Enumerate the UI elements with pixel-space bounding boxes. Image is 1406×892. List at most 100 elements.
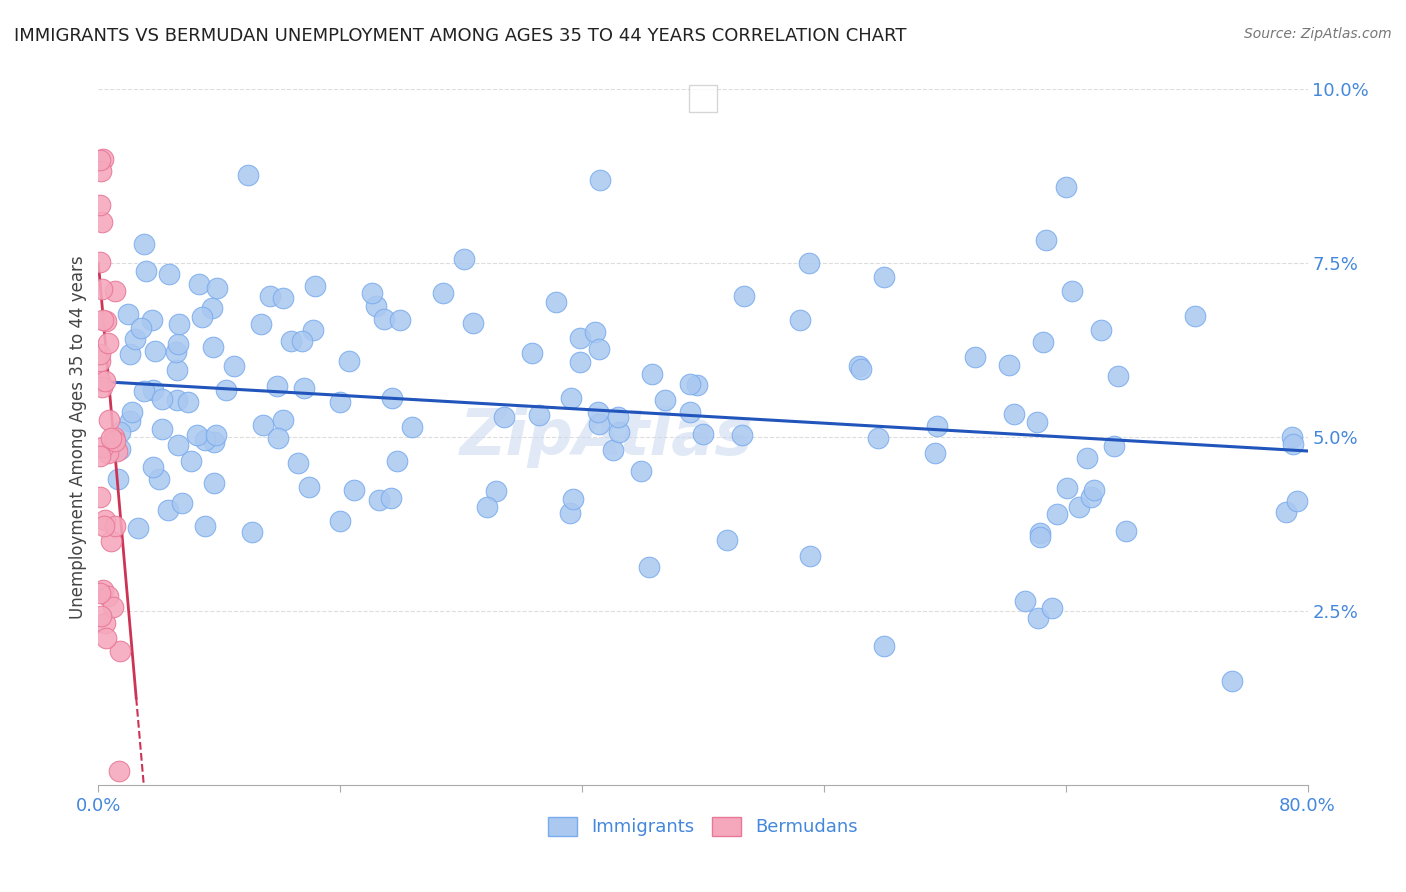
Point <box>963 350 986 364</box>
Point <box>94 513 117 527</box>
Point <box>485 483 508 498</box>
Point <box>583 325 606 339</box>
Point <box>170 496 193 510</box>
Point <box>202 434 225 449</box>
Point <box>188 277 211 292</box>
Point <box>202 340 225 354</box>
Point <box>1029 530 1052 544</box>
Point <box>156 503 179 517</box>
Point <box>89 491 111 505</box>
Point <box>103 599 125 614</box>
Point <box>1282 436 1305 450</box>
Point <box>200 301 222 316</box>
Point <box>93 615 115 630</box>
Point <box>630 464 652 478</box>
Point <box>380 491 402 505</box>
Point <box>924 446 946 460</box>
Point <box>204 428 226 442</box>
Point <box>191 310 214 324</box>
Legend: Immigrants, Bermudans: Immigrants, Bermudans <box>538 808 868 846</box>
Point <box>1040 600 1063 615</box>
Point <box>1067 500 1090 514</box>
Point <box>150 392 173 406</box>
Point <box>107 472 129 486</box>
Point <box>1083 483 1105 497</box>
Point <box>93 519 115 533</box>
Point <box>97 335 120 350</box>
Point <box>1275 505 1298 519</box>
Point <box>1076 450 1098 465</box>
Point <box>287 456 309 470</box>
Point <box>304 279 326 293</box>
Point <box>925 419 948 434</box>
Point <box>166 392 188 407</box>
Point <box>142 459 165 474</box>
Point <box>127 521 149 535</box>
Point <box>202 475 225 490</box>
Point <box>588 404 610 418</box>
Point <box>89 347 111 361</box>
Point <box>544 294 567 309</box>
Point <box>569 355 592 369</box>
Point <box>364 299 387 313</box>
Point <box>848 359 870 373</box>
Point <box>873 270 896 285</box>
Point <box>121 405 143 419</box>
Point <box>110 425 132 439</box>
Point <box>250 317 273 331</box>
Point <box>337 354 360 368</box>
Point <box>1102 439 1125 453</box>
Point <box>252 417 274 432</box>
Point <box>167 438 190 452</box>
Point <box>118 414 141 428</box>
Point <box>475 500 498 514</box>
Point <box>91 313 114 327</box>
Point <box>731 427 754 442</box>
Point <box>141 313 163 327</box>
Point <box>1285 494 1308 508</box>
Point <box>1056 481 1078 495</box>
Point <box>368 492 391 507</box>
Point <box>1090 323 1112 337</box>
Point <box>733 289 755 303</box>
Point <box>104 434 127 448</box>
Point <box>105 444 128 458</box>
Point <box>797 256 820 270</box>
Point <box>134 384 156 399</box>
Point <box>148 472 170 486</box>
Point <box>789 313 811 327</box>
Point <box>110 643 132 657</box>
Point <box>866 431 889 445</box>
Point <box>589 173 612 187</box>
Point <box>89 374 111 388</box>
Point <box>588 417 610 431</box>
Point <box>1046 507 1069 521</box>
Point <box>100 431 122 445</box>
Point <box>997 358 1019 372</box>
Point <box>89 354 111 368</box>
Point <box>91 282 114 296</box>
Text: ZipAtlas: ZipAtlas <box>460 406 754 468</box>
Point <box>527 409 550 423</box>
Point <box>298 480 321 494</box>
Point <box>385 454 408 468</box>
Point <box>1002 407 1025 421</box>
Point <box>558 506 581 520</box>
Point <box>522 346 544 360</box>
Point <box>150 422 173 436</box>
Point <box>117 307 139 321</box>
Point <box>1115 524 1137 539</box>
Point <box>607 425 630 439</box>
Point <box>329 395 352 409</box>
Point <box>177 394 200 409</box>
Point <box>292 381 315 395</box>
Text: Source: ZipAtlas.com: Source: ZipAtlas.com <box>1244 27 1392 41</box>
Point <box>215 384 238 398</box>
Point <box>94 631 117 645</box>
Point <box>1035 233 1057 247</box>
Point <box>716 533 738 547</box>
Point <box>1184 309 1206 323</box>
Point <box>401 419 423 434</box>
Y-axis label: Unemployment Among Ages 35 to 44 years: Unemployment Among Ages 35 to 44 years <box>69 255 87 619</box>
Point <box>569 331 592 345</box>
